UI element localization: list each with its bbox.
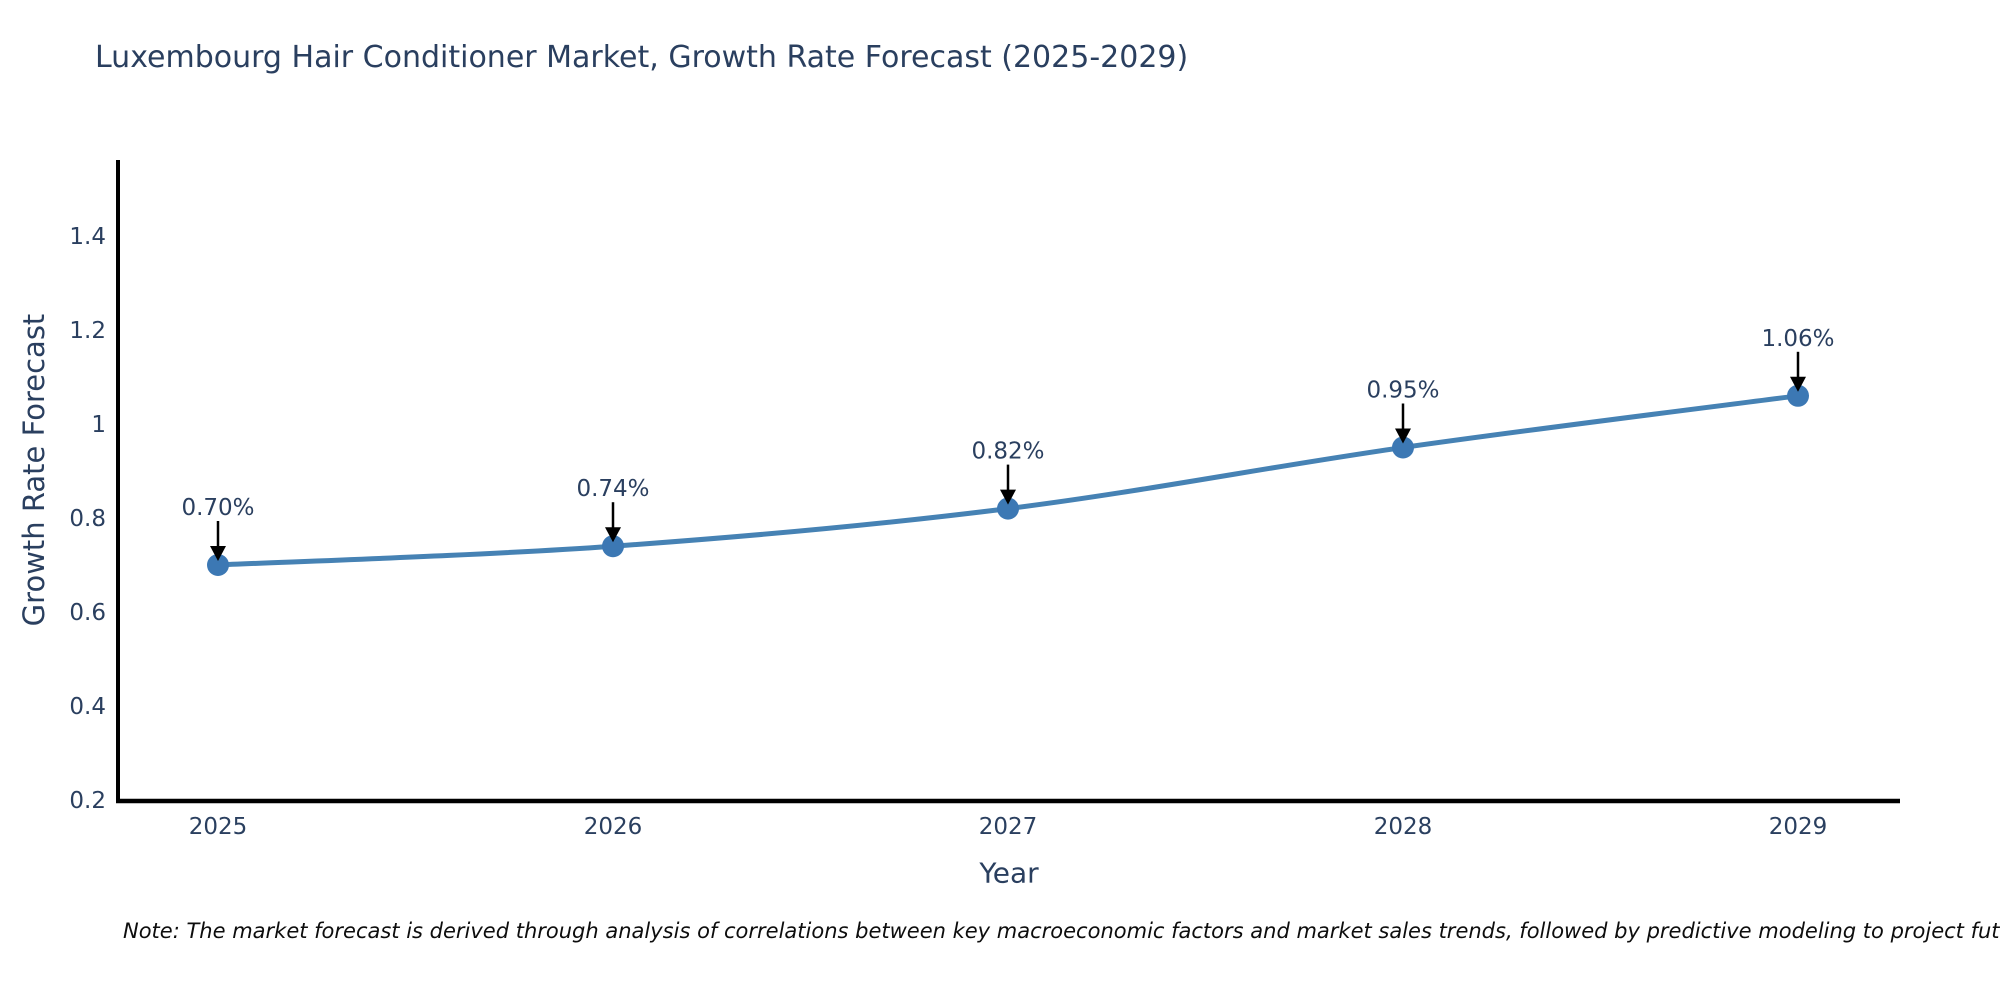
data-point[interactable] bbox=[207, 554, 229, 576]
x-tick-label: 2025 bbox=[189, 814, 248, 840]
y-axis-title: Growth Rate Forecast bbox=[17, 313, 51, 627]
y-tick-label: 0.4 bbox=[69, 694, 106, 720]
x-tick-label: 2029 bbox=[1769, 814, 1828, 840]
point-value-label: 0.82% bbox=[971, 439, 1044, 465]
y-tick-label: 1.4 bbox=[69, 224, 106, 250]
data-point[interactable] bbox=[602, 535, 624, 558]
point-value-label: 0.70% bbox=[181, 495, 254, 521]
y-tick-label: 1 bbox=[91, 412, 106, 438]
y-tick-label: 0.8 bbox=[69, 506, 106, 532]
x-tick-label: 2028 bbox=[1374, 814, 1433, 840]
y-tick-label: 0.6 bbox=[69, 600, 106, 626]
point-value-label: 1.06% bbox=[1761, 326, 1834, 352]
y-tick-label: 0.2 bbox=[69, 788, 106, 814]
y-tick-label: 1.2 bbox=[69, 318, 106, 344]
footnote: Note: The market forecast is derived thr… bbox=[123, 919, 2000, 943]
chart-title: Luxembourg Hair Conditioner Market, Grow… bbox=[95, 40, 1189, 75]
point-value-label: 0.74% bbox=[576, 476, 649, 502]
annotation-arrowhead bbox=[1395, 428, 1411, 444]
annotation-arrowhead bbox=[1000, 489, 1016, 505]
annotation-arrowhead bbox=[210, 546, 226, 561]
annotation-arrowhead bbox=[605, 527, 621, 543]
point-value-label: 0.95% bbox=[1366, 378, 1439, 404]
x-tick-label: 2026 bbox=[584, 814, 643, 840]
data-point[interactable] bbox=[1787, 384, 1809, 407]
annotation-arrowhead bbox=[1790, 376, 1806, 392]
x-tick-label: 2027 bbox=[979, 814, 1038, 840]
x-axis-title: Year bbox=[979, 856, 1039, 890]
data-point[interactable] bbox=[997, 497, 1019, 520]
data-point[interactable] bbox=[1392, 436, 1414, 459]
